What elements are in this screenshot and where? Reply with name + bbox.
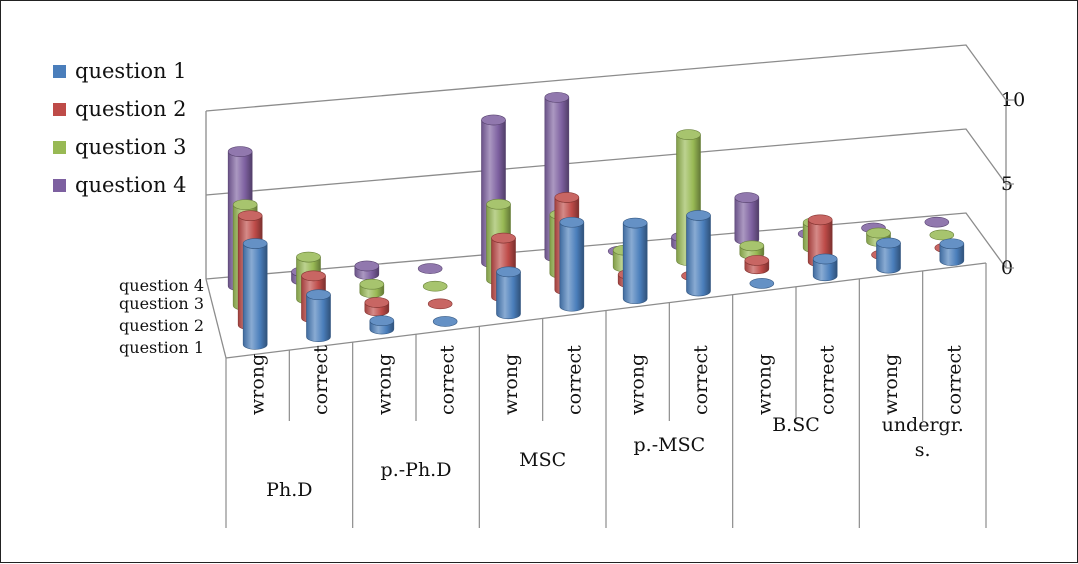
gridline <box>205 128 1007 196</box>
legend-swatch <box>53 141 66 154</box>
bar-4-4 <box>417 263 443 274</box>
category-label: wrong <box>500 354 522 415</box>
legend-label: question 3 <box>75 135 187 159</box>
bar-3-12 <box>929 229 955 241</box>
bar-1-6 <box>559 216 585 312</box>
depth-axis-label: question 1 <box>119 338 204 357</box>
depth-axis-label: question 3 <box>119 294 204 313</box>
bar-3-4 <box>422 280 448 292</box>
category-label: wrong <box>627 354 649 415</box>
category-label: correct <box>310 345 332 415</box>
bar-2-4 <box>427 298 453 310</box>
bar-1-2 <box>306 289 331 343</box>
legend-swatch <box>53 103 66 116</box>
legend-item: question 4 <box>53 173 187 197</box>
category-label: correct <box>817 345 839 415</box>
group-label: MSC <box>519 449 566 471</box>
category-label: wrong <box>880 354 902 415</box>
legend-item: question 1 <box>53 59 187 83</box>
chart-bars <box>227 92 965 350</box>
bar-1-10 <box>812 253 838 282</box>
bar-2-9 <box>744 255 770 275</box>
bar-1-4 <box>432 316 458 327</box>
legend: question 1 question 2 question 3 question 4 <box>53 59 187 197</box>
depth-axis-label: question 2 <box>119 316 204 335</box>
legend-item: question 3 <box>53 135 187 159</box>
bar-1-9 <box>749 278 775 289</box>
depth-axis-label: question 4 <box>119 276 204 295</box>
bar-1-11 <box>876 237 901 274</box>
category-label: wrong <box>373 354 395 415</box>
group-label: undergr. <box>882 414 964 436</box>
bar-2-3 <box>364 297 390 317</box>
bar-1-5 <box>496 266 521 320</box>
bar-1-3 <box>369 315 395 335</box>
legend-label: question 1 <box>75 59 187 83</box>
legend-swatch <box>53 65 66 78</box>
bar-1-12 <box>939 238 965 266</box>
category-label: wrong <box>247 354 269 415</box>
group-label: Ph.D <box>266 479 312 501</box>
bar-1-8 <box>686 210 711 297</box>
gridline <box>205 44 1007 112</box>
legend-label: question 4 <box>75 173 187 197</box>
bar-3-3 <box>359 278 385 298</box>
group-label: s. <box>915 439 931 461</box>
category-label: correct <box>563 345 585 415</box>
legend-swatch <box>53 179 66 192</box>
bar-1-7 <box>622 217 648 304</box>
category-label: correct <box>690 345 712 415</box>
legend-label: question 2 <box>75 97 187 121</box>
bar-1-1 <box>242 238 268 350</box>
legend-item: question 2 <box>53 97 187 121</box>
bar-4-3 <box>354 260 380 280</box>
category-label: correct <box>943 345 965 415</box>
group-label: B.SC <box>772 414 820 436</box>
bar-4-12 <box>924 216 950 228</box>
gridline <box>205 212 1007 280</box>
category-label: correct <box>437 345 459 415</box>
category-label: wrong <box>753 354 775 415</box>
group-label: p.-Ph.D <box>381 459 452 481</box>
bar-3-11 <box>866 227 891 247</box>
group-label: p.-MSC <box>634 434 706 456</box>
floor-left-edge <box>205 278 227 359</box>
category-axis: wrong correct wrong correct wrong correct wron… <box>225 263 987 528</box>
bar-4-9 <box>734 192 760 245</box>
